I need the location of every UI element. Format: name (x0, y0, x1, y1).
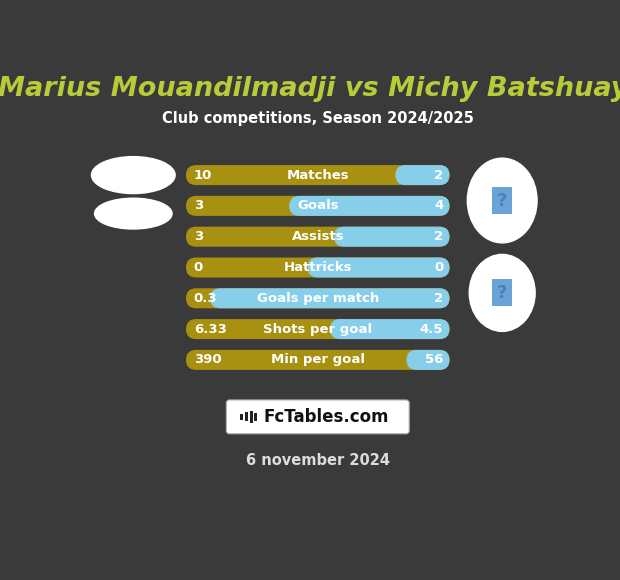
FancyBboxPatch shape (334, 227, 450, 246)
FancyBboxPatch shape (226, 400, 409, 434)
Text: 0.3: 0.3 (193, 292, 218, 305)
Text: Goals per match: Goals per match (257, 292, 379, 305)
Bar (254, 413, 257, 420)
Text: Shots per goal: Shots per goal (263, 322, 373, 336)
Ellipse shape (467, 158, 537, 243)
Text: 0: 0 (193, 261, 203, 274)
Ellipse shape (92, 157, 175, 194)
FancyBboxPatch shape (186, 227, 450, 246)
FancyBboxPatch shape (186, 196, 450, 216)
Text: 3: 3 (193, 230, 203, 243)
Text: Goals: Goals (297, 200, 339, 212)
Text: Assists: Assists (291, 230, 344, 243)
Ellipse shape (95, 198, 172, 229)
Bar (245, 412, 248, 422)
Bar (249, 411, 253, 423)
FancyBboxPatch shape (407, 350, 450, 370)
Text: Marius Mouandilmadji vs Michy Batshuayi: Marius Mouandilmadji vs Michy Batshuayi (0, 76, 620, 102)
FancyBboxPatch shape (186, 258, 450, 277)
FancyBboxPatch shape (289, 196, 450, 216)
FancyBboxPatch shape (186, 350, 450, 370)
Text: 6 november 2024: 6 november 2024 (246, 453, 390, 468)
Text: 6.33: 6.33 (193, 322, 227, 336)
FancyBboxPatch shape (308, 258, 450, 277)
Text: 4.5: 4.5 (420, 322, 443, 336)
Text: Hattricks: Hattricks (283, 261, 352, 274)
Text: Min per goal: Min per goal (271, 353, 365, 367)
Text: 2: 2 (434, 230, 443, 243)
Text: 2: 2 (434, 169, 443, 182)
Text: 390: 390 (193, 353, 221, 367)
Text: 10: 10 (193, 169, 212, 182)
Text: 4: 4 (434, 200, 443, 212)
FancyBboxPatch shape (396, 165, 450, 185)
Text: 3: 3 (193, 200, 203, 212)
Text: Matches: Matches (286, 169, 349, 182)
Text: 56: 56 (425, 353, 443, 367)
Text: FcTables.com: FcTables.com (264, 408, 389, 426)
Text: ?: ? (497, 284, 507, 302)
FancyBboxPatch shape (186, 319, 450, 339)
Text: 2: 2 (434, 292, 443, 305)
Text: ?: ? (497, 191, 507, 209)
Bar (241, 414, 243, 420)
FancyBboxPatch shape (186, 288, 450, 309)
FancyBboxPatch shape (186, 165, 450, 185)
FancyBboxPatch shape (210, 288, 450, 309)
FancyBboxPatch shape (330, 319, 450, 339)
Text: 0: 0 (434, 261, 443, 274)
Ellipse shape (469, 255, 535, 331)
Text: Club competitions, Season 2024/2025: Club competitions, Season 2024/2025 (162, 111, 474, 126)
